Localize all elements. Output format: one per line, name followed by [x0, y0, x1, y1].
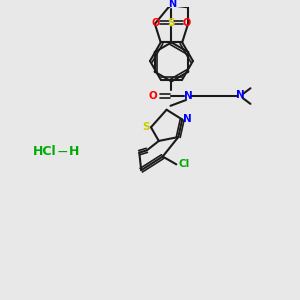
Text: N: N [183, 115, 191, 124]
Text: O: O [148, 91, 157, 101]
Text: O: O [152, 18, 160, 28]
Text: O: O [183, 18, 191, 28]
Text: HCl: HCl [33, 145, 56, 158]
Text: S: S [168, 18, 175, 28]
Text: N: N [184, 91, 192, 101]
Text: S: S [142, 122, 150, 132]
Text: −: − [56, 145, 68, 159]
Text: N: N [168, 0, 176, 9]
Text: Cl: Cl [178, 159, 190, 170]
Text: N: N [236, 90, 245, 100]
Text: H: H [69, 145, 79, 158]
